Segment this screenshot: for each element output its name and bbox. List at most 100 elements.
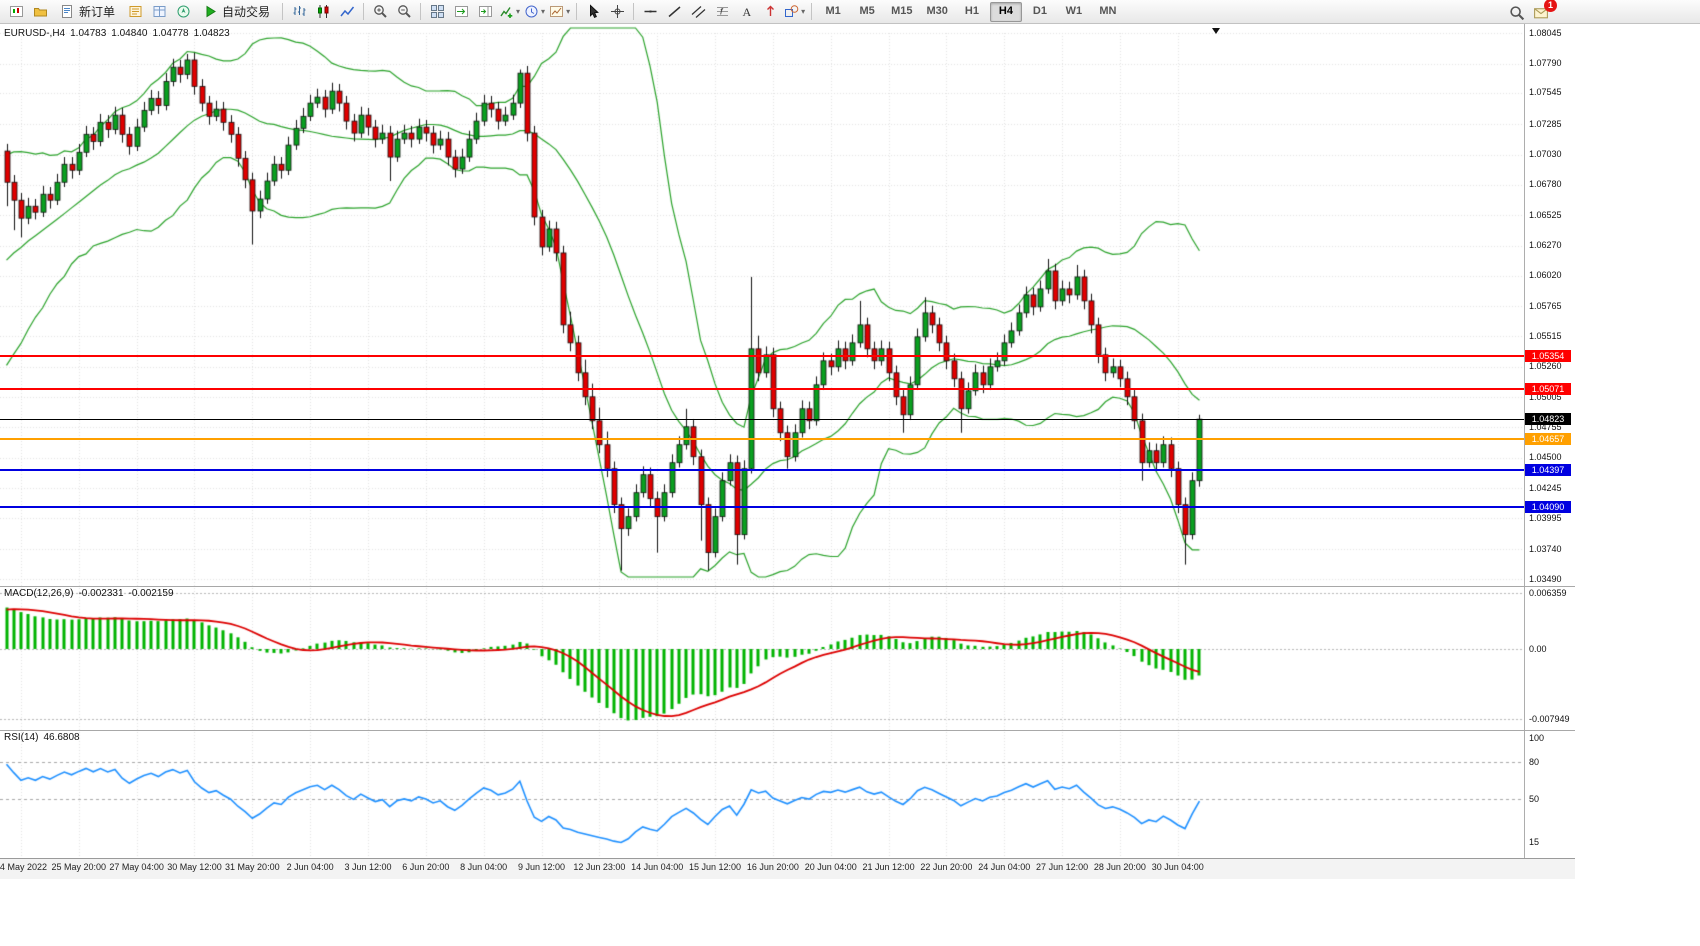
price-scale-label: 1.07545 <box>1529 87 1562 98</box>
price-scale-label: 1.03490 <box>1529 573 1562 584</box>
indicators-icon[interactable]: ▾ <box>498 1 521 23</box>
date-label: 25 May 20:00 <box>51 862 107 872</box>
date-label: 9 Jun 12:00 <box>517 862 566 872</box>
toolbar-separator <box>576 3 578 20</box>
rsi-value: 46.6808 <box>43 732 80 743</box>
bar-chart-icon[interactable] <box>288 1 310 23</box>
price-scale-label: 1.05260 <box>1529 361 1562 372</box>
price-scale-label: 1.04245 <box>1529 482 1562 493</box>
dropdown-caret-icon: ▾ <box>801 6 806 16</box>
price-line-1.05354[interactable] <box>0 354 1524 357</box>
autotrading-button[interactable]: 自动交易 <box>196 1 277 23</box>
date-label: 12 Jun 23:00 <box>573 862 626 872</box>
macd-scale-label: -0.007949 <box>1529 713 1570 724</box>
search-icon[interactable] <box>1506 2 1528 24</box>
candlestick-chart-icon[interactable] <box>312 1 334 23</box>
date-label: 6 Jun 20:00 <box>402 862 450 872</box>
text-icon[interactable]: A <box>735 1 757 23</box>
price-line-1.04657[interactable] <box>0 438 1524 441</box>
macd-scale-label: 0.006359 <box>1529 588 1567 598</box>
timeframe-d1[interactable]: D1 <box>1032 5 1047 17</box>
price-scale-label: 1.03995 <box>1529 512 1562 523</box>
auto-scroll-icon[interactable] <box>450 1 472 23</box>
price-line-1.05071[interactable] <box>0 388 1524 391</box>
date-label: 14 Jun 04:00 <box>631 862 684 872</box>
timeframe-m1[interactable]: M1 <box>825 5 841 17</box>
ohlc-low: 1.04778 <box>152 28 189 39</box>
chart-shift-marker[interactable] <box>1212 28 1220 34</box>
chart-shift-icon[interactable] <box>474 1 496 23</box>
date-label: 30 May 12:00 <box>167 862 222 872</box>
chart-window: EURUSD-,H4 1.04783 1.04840 1.04778 1.04823 M… <box>0 24 1575 946</box>
price-scale-label: 1.06525 <box>1529 209 1562 220</box>
dropdown-caret-icon: ▾ <box>541 6 546 16</box>
chart-canvas[interactable] <box>0 24 1575 946</box>
navigator-icon[interactable] <box>172 1 194 23</box>
price-scale-label: 1.06270 <box>1529 240 1562 251</box>
notification-badge: 1 <box>1544 0 1557 12</box>
new-chart-icon[interactable] <box>5 1 27 23</box>
price-line-1.04823[interactable] <box>0 418 1524 420</box>
new-order-button[interactable]: 新订单 <box>53 1 122 23</box>
price-line-1.04090[interactable] <box>0 506 1524 509</box>
timeframe-m30[interactable]: M30 <box>926 5 948 17</box>
channel-icon[interactable] <box>687 1 709 23</box>
profiles-icon[interactable] <box>29 1 51 23</box>
order-doc-icon <box>60 4 75 19</box>
toolbar-right: 1 <box>1505 0 1557 24</box>
timeframe-h1[interactable]: H1 <box>964 5 979 17</box>
price-tag-1.04090: 1.04090 <box>1525 501 1571 514</box>
dropdown-caret-icon: ▾ <box>566 6 571 16</box>
toolbar: 新订单 自动交易 ▾ ▾ ▾ f A ▾ M1 M5 M15 M30 H1 H4 D1 W1 MN 1 <box>0 0 1700 24</box>
timeframe-w1[interactable]: W1 <box>1065 5 1083 17</box>
date-label: 27 Jun 12:00 <box>1036 862 1089 872</box>
macd-scale-label: 0.00 <box>1529 644 1547 654</box>
date-label: 27 May 04:00 <box>109 862 164 872</box>
date-label: 8 Jun 04:00 <box>460 862 508 872</box>
shapes-icon[interactable]: ▾ <box>783 1 806 23</box>
price-tag-1.04657: 1.04657 <box>1525 433 1571 446</box>
price-line-1.04397[interactable] <box>0 469 1524 472</box>
autotrading-button-label: 自动交易 <box>222 4 271 19</box>
market-watch-icon[interactable] <box>124 1 146 23</box>
ohlc-open: 1.04783 <box>70 28 107 39</box>
price-scale-label: 1.04755 <box>1529 421 1562 432</box>
toolbar-separator <box>420 3 422 20</box>
zoom-in-icon[interactable] <box>369 1 391 23</box>
ohlc-close: 1.04823 <box>193 28 230 39</box>
date-label: 24 May 2022 <box>0 862 47 872</box>
macd-panel-separator[interactable] <box>0 586 1575 587</box>
price-tag-1.04397: 1.04397 <box>1525 464 1571 477</box>
line-chart-icon[interactable] <box>336 1 358 23</box>
price-scale-label: 1.05515 <box>1529 330 1562 341</box>
arrow-tools-icon[interactable] <box>759 1 781 23</box>
chart-header: EURUSD-,H4 1.04783 1.04840 1.04778 1.04823 <box>4 28 235 39</box>
crosshair-icon[interactable] <box>606 1 628 23</box>
timeframe-m5[interactable]: M5 <box>859 5 875 17</box>
rsi-panel-separator[interactable] <box>0 730 1575 731</box>
timeframe-m15[interactable]: M15 <box>891 5 913 17</box>
trendline-icon[interactable] <box>663 1 685 23</box>
macd-name: MACD(12,26,9) <box>4 588 74 599</box>
svg-text:f: f <box>720 7 724 17</box>
data-window-icon[interactable] <box>148 1 170 23</box>
date-label: 31 May 20:00 <box>225 862 280 872</box>
macd-signal-value: -0.002159 <box>128 588 174 599</box>
price-tag-1.05354: 1.05354 <box>1525 349 1571 362</box>
templates-icon[interactable]: ▾ <box>548 1 571 23</box>
price-scale-label: 1.08045 <box>1529 27 1562 38</box>
timeframe-h4[interactable]: H4 <box>989 1 1022 22</box>
fibonacci-icon[interactable]: f <box>711 1 733 23</box>
notifications-icon[interactable]: 1 <box>1530 0 1557 24</box>
horizontal-line-icon[interactable] <box>639 1 661 23</box>
time-axis[interactable]: 24 May 2022 25 May 20:00 27 May 04:00 30 Ma… <box>0 858 1575 879</box>
date-label: 2 Jun 04:00 <box>286 862 334 872</box>
play-icon <box>203 4 218 19</box>
rsi-label: RSI(14) 46.6808 <box>4 732 85 743</box>
timeframe-mn[interactable]: MN <box>1099 5 1117 17</box>
cursor-icon[interactable] <box>582 1 604 23</box>
periods-icon[interactable]: ▾ <box>523 1 546 23</box>
tile-windows-icon[interactable] <box>426 1 448 23</box>
zoom-out-icon[interactable] <box>393 1 415 23</box>
dropdown-caret-icon: ▾ <box>516 6 521 16</box>
